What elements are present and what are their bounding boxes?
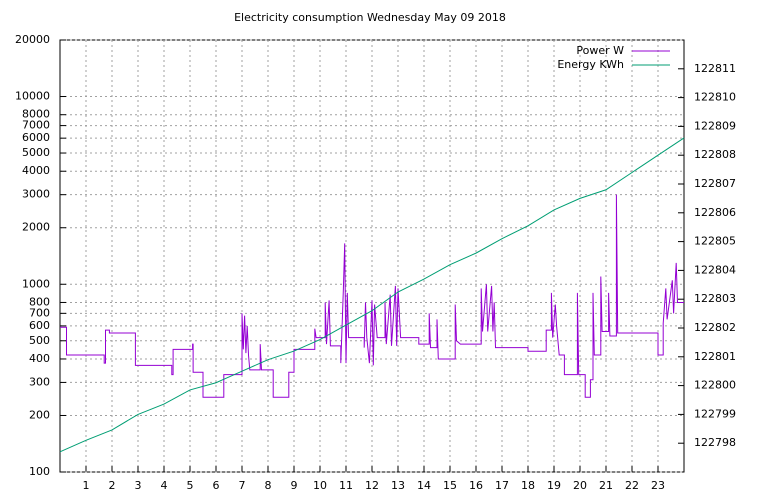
y2-tick-label: 122800 (694, 379, 736, 392)
x-tick-label: 21 (599, 479, 613, 492)
x-tick-label: 3 (135, 479, 142, 492)
y2-tick-label: 122799 (694, 407, 736, 420)
x-tick-label: 20 (573, 479, 587, 492)
y-tick-label: 7000 (22, 119, 50, 132)
x-tick-label: 15 (443, 479, 457, 492)
y2-tick-label: 122808 (694, 148, 736, 161)
y-tick-label: 2000 (22, 221, 50, 234)
x-tick-label: 16 (469, 479, 483, 492)
y-tick-label: 600 (29, 319, 50, 332)
y2-tick-label: 122809 (694, 119, 736, 132)
x-tick-label: 22 (625, 479, 639, 492)
y-tick-label: 4000 (22, 164, 50, 177)
x-tick-label: 2 (109, 479, 116, 492)
x-tick-label: 11 (339, 479, 353, 492)
y-tick-label: 1000 (22, 277, 50, 290)
y-tick-label: 3000 (22, 188, 50, 201)
y-tick-label: 400 (29, 352, 50, 365)
y-tick-label: 20000 (15, 33, 50, 46)
x-tick-label: 10 (313, 479, 327, 492)
x-tick-label: 6 (213, 479, 220, 492)
x-tick-label: 8 (265, 479, 272, 492)
y2-tick-label: 122804 (694, 263, 736, 276)
x-tick-label: 23 (651, 479, 665, 492)
x-tick-label: 18 (521, 479, 535, 492)
x-tick-label: 19 (547, 479, 561, 492)
y2-tick-label: 122805 (694, 235, 736, 248)
legend-label: Energy KWh (557, 58, 624, 71)
y-tick-label: 200 (29, 408, 50, 421)
y-tick-label: 100 (29, 465, 50, 478)
x-tick-label: 14 (417, 479, 431, 492)
y-tick-label: 500 (29, 334, 50, 347)
y-tick-label: 5000 (22, 146, 50, 159)
y-tick-label: 6000 (22, 131, 50, 144)
y2-tick-label: 122806 (694, 206, 736, 219)
x-tick-label: 9 (291, 479, 298, 492)
y2-tick-label: 122807 (694, 177, 736, 190)
series-line (60, 194, 684, 398)
x-tick-label: 17 (495, 479, 509, 492)
y2-tick-label: 122801 (694, 350, 736, 363)
legend-label: Power W (576, 44, 624, 57)
y-tick-label: 800 (29, 295, 50, 308)
series-line (59, 137, 685, 453)
y2-tick-label: 122810 (694, 91, 736, 104)
x-tick-label: 13 (391, 479, 405, 492)
x-tick-label: 1 (83, 479, 90, 492)
y2-tick-label: 122811 (694, 62, 736, 75)
x-tick-label: 5 (187, 479, 194, 492)
x-tick-label: 12 (365, 479, 379, 492)
x-tick-label: 7 (239, 479, 246, 492)
y-tick-label: 700 (29, 306, 50, 319)
y2-tick-label: 122802 (694, 321, 736, 334)
chart-title: Electricity consumption Wednesday May 09… (234, 11, 506, 24)
y-tick-label: 10000 (15, 90, 50, 103)
y2-tick-label: 122798 (694, 436, 736, 449)
x-tick-label: 4 (161, 479, 168, 492)
y2-tick-label: 122803 (694, 292, 736, 305)
y-tick-label: 8000 (22, 108, 50, 121)
y-tick-label: 300 (29, 375, 50, 388)
